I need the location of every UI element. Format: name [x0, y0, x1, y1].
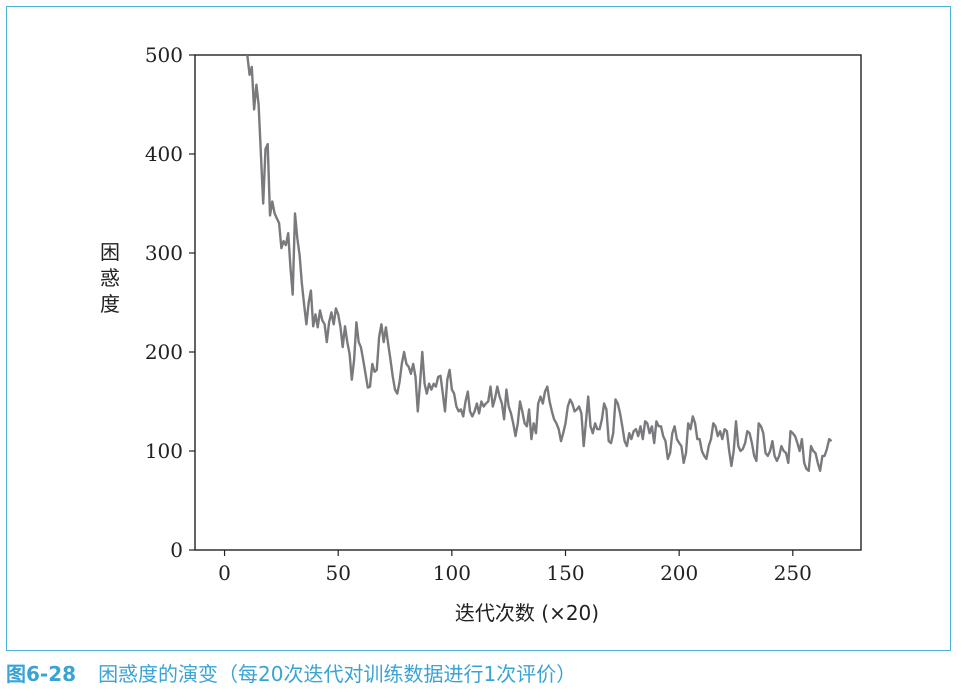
x-tick-label: 200	[660, 561, 698, 585]
y-axis: 0 100 200 300 400 500	[145, 43, 195, 562]
figure-caption-text: 困惑度的演变（每20次迭代对训练数据进行1次评价）	[98, 662, 577, 686]
x-tick-label: 250	[774, 561, 812, 585]
y-axis-title: 困惑度	[100, 240, 120, 316]
x-tick-label: 0	[218, 561, 231, 585]
x-tick-label: 50	[325, 561, 350, 585]
x-axis: 0 50 100 150 200 250	[218, 550, 812, 585]
x-tick-label: 100	[433, 561, 471, 585]
figure-caption: 图6-28 困惑度的演变（每20次迭代对训练数据进行1次评价）	[6, 658, 576, 687]
x-tick-label: 150	[546, 561, 584, 585]
figure-number: 图6-28	[6, 662, 77, 686]
y-tick-label: 400	[145, 142, 183, 166]
y-tick-label: 100	[145, 439, 183, 463]
perplexity-chart: 0 50 100 150 200 250 0 100 200 300 400 500 迭代次数 (×…	[100, 43, 862, 625]
perplexity-series-line	[246, 54, 833, 472]
y-tick-label: 500	[145, 43, 183, 67]
x-axis-title: 迭代次数 (×20)	[455, 601, 599, 625]
y-tick-label: 0	[170, 538, 183, 562]
figure-frame	[6, 6, 951, 651]
y-tick-label: 300	[145, 241, 183, 265]
y-tick-label: 200	[145, 340, 183, 364]
plot-area	[194, 54, 862, 551]
